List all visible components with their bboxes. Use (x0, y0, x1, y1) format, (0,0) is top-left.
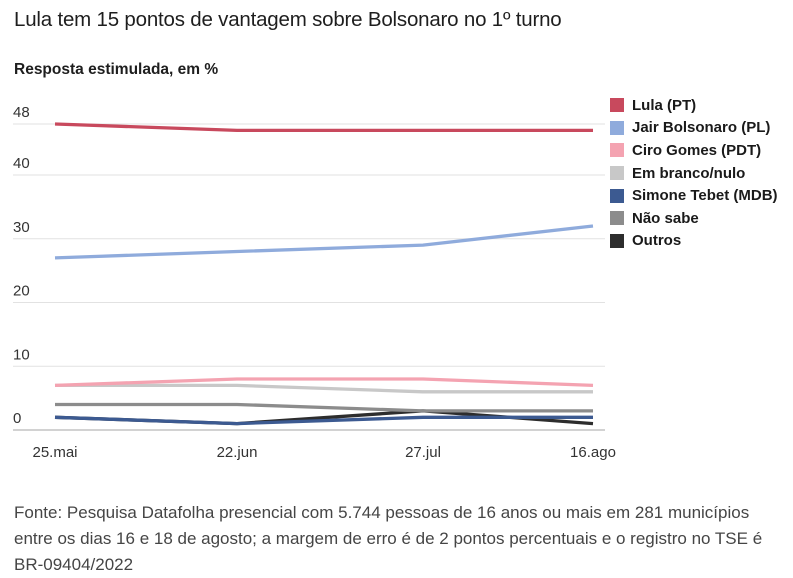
legend-swatch (610, 98, 624, 113)
legend-label: Outros (632, 232, 682, 250)
legend-swatch (610, 120, 624, 135)
chart-subtitle: Resposta estimulada, em % (14, 61, 219, 78)
legend-label: Em branco/nulo (632, 164, 746, 182)
legend-item: Outros (610, 230, 790, 253)
x-axis-tick-label: 25.mai (32, 444, 77, 461)
legend-item: Não sabe (610, 207, 790, 230)
legend-item: Ciro Gomes (PDT) (610, 139, 790, 162)
series-line-ciro-gomes-pdt- (54, 377, 594, 388)
legend-label: Simone Tebet (MDB) (632, 187, 778, 205)
legend-label: Lula (PT) (632, 96, 697, 114)
y-axis-tick-label: 48 (13, 104, 30, 121)
chart-legend: Lula (PT) Jair Bolsonaro (PL) Ciro Gomes (… (610, 94, 790, 252)
legend-item: Em branco/nulo (610, 162, 790, 185)
series-line-em-branco-nulo (55, 383, 593, 394)
x-axis-tick-label: 16.ago (570, 444, 616, 461)
source-note: Fonte: Pesquisa Datafolha presencial com… (14, 503, 763, 574)
legend-item: Lula (PT) (610, 94, 790, 117)
y-axis-tick-label: 40 (13, 155, 30, 172)
legend-label: Jair Bolsonaro (PL) (632, 119, 771, 137)
y-axis-tick-label: 0 (13, 410, 21, 427)
legend-label: Ciro Gomes (PDT) (632, 141, 762, 159)
x-axis-tick-label: 27.jul (405, 444, 441, 461)
series-line-n-o-sabe (55, 402, 593, 413)
series-line-lula-pt- (54, 122, 593, 133)
legend-swatch (610, 143, 624, 158)
line-chart: 0 10 20 30 40 48 25.mai 22.jun 27.jul 16.ago (13, 104, 616, 461)
y-axis-tick-label: 20 (13, 283, 30, 300)
legend-swatch (610, 188, 624, 203)
legend-item: Jair Bolsonaro (PL) (610, 117, 790, 140)
legend-item: Simone Tebet (MDB) (610, 184, 790, 207)
legend-label: Não sabe (632, 209, 699, 227)
series-line-simone-tebet-mdb- (54, 415, 593, 426)
page-title: Lula tem 15 pontos de vantagem sobre Bol… (14, 8, 562, 31)
y-axis-tick-label: 30 (13, 219, 30, 236)
x-axis-tick-label: 22.jun (217, 444, 258, 461)
legend-swatch (610, 166, 624, 181)
legend-swatch (610, 233, 624, 248)
legend-swatch (610, 211, 624, 226)
series-line-jair-bolsonaro-pl- (54, 224, 594, 260)
y-axis-tick-label: 10 (13, 346, 30, 363)
